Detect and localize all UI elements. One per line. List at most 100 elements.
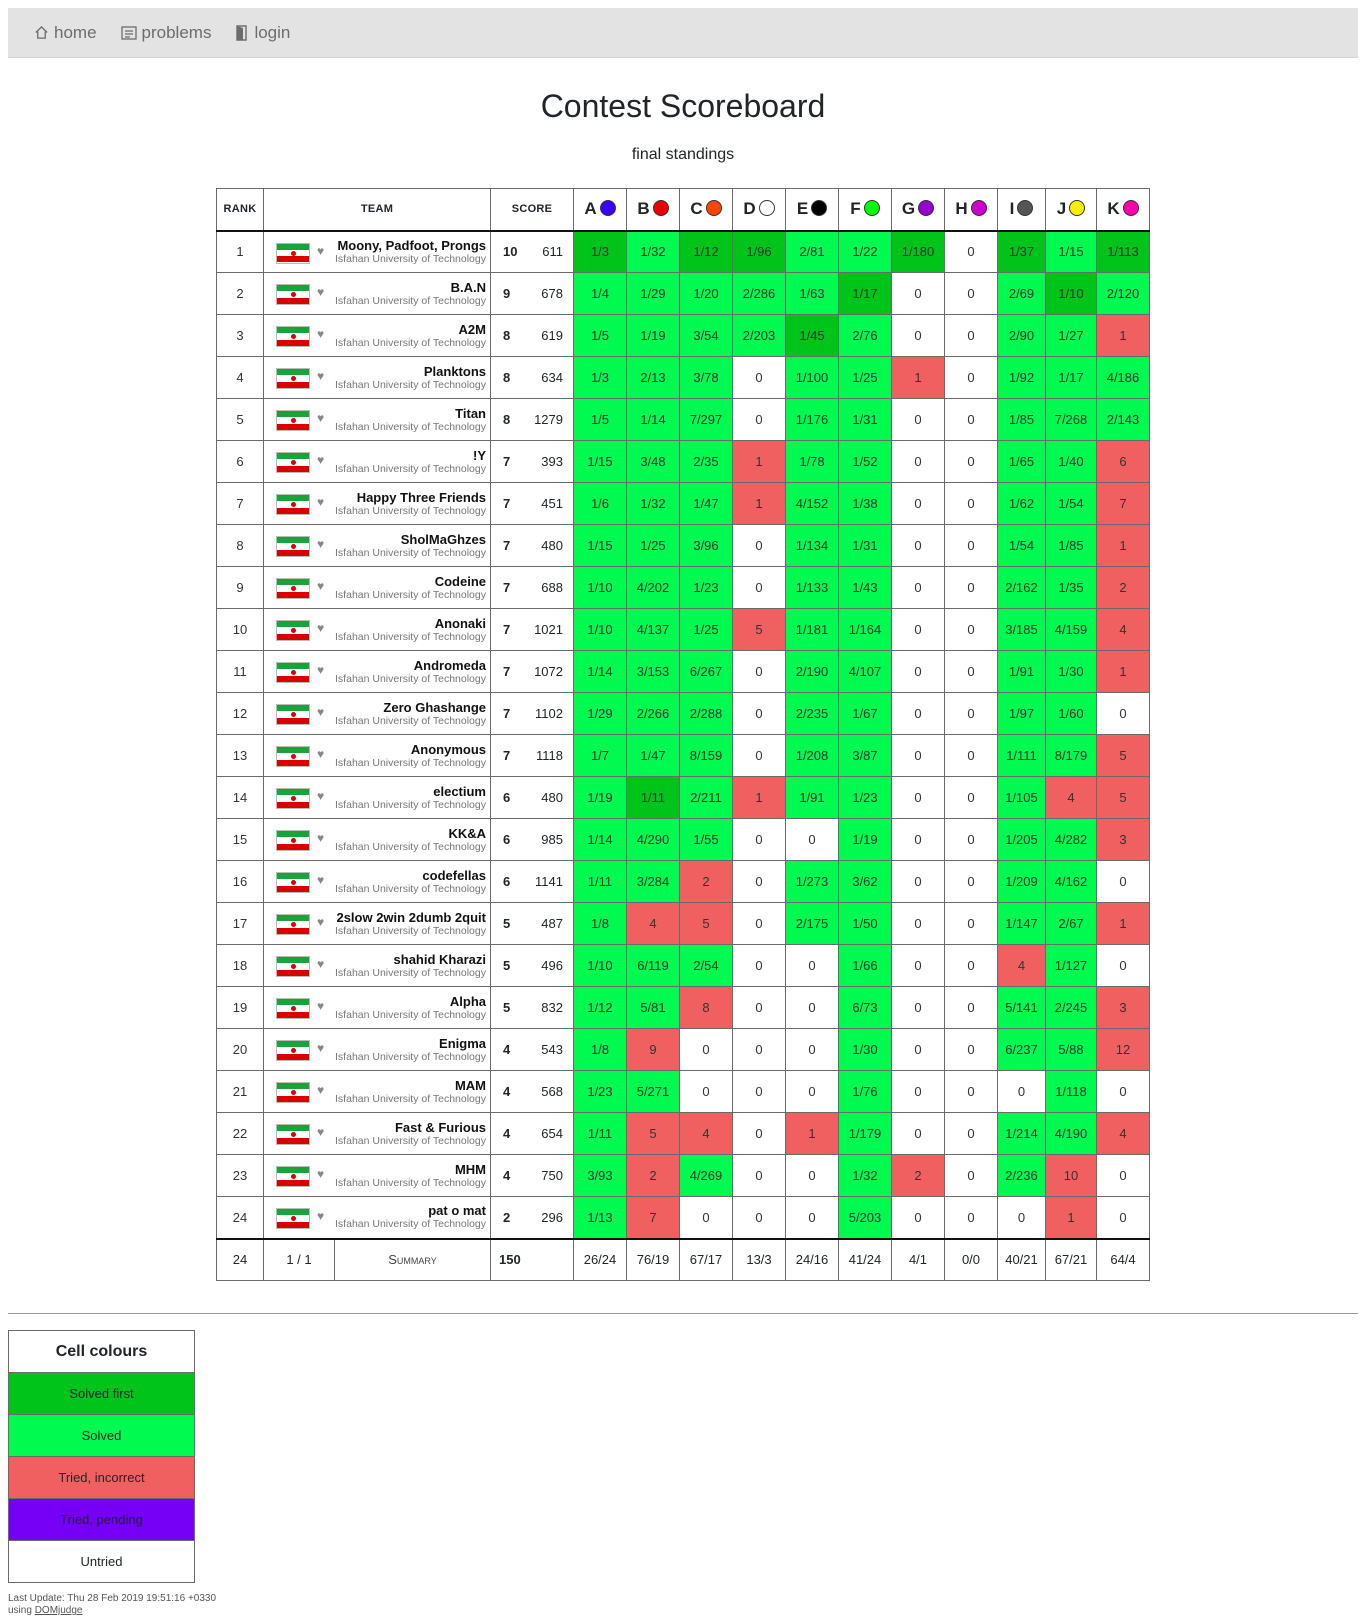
problem-cell-g[interactable]: 0 — [891, 398, 945, 441]
problem-cell-i[interactable]: 4 — [997, 944, 1046, 987]
problem-cell-k[interactable]: 2 — [1096, 566, 1150, 609]
problem-cell-j[interactable]: 1/40 — [1045, 440, 1097, 483]
favourite-heart-icon[interactable]: ♥ — [317, 285, 325, 299]
team-cell[interactable]: !Y Isfahan University of Technology — [334, 440, 491, 483]
problem-cell-c[interactable]: 4 — [679, 1112, 733, 1155]
team-cell[interactable]: 2slow 2win 2dumb 2quit Isfahan University… — [334, 902, 491, 945]
problem-cell-j[interactable]: 1/27 — [1045, 314, 1097, 357]
problem-cell-b[interactable]: 4/202 — [626, 566, 680, 609]
problem-cell-a[interactable]: 1/5 — [573, 314, 627, 357]
problem-cell-b[interactable]: 1/32 — [626, 482, 680, 525]
problem-cell-k[interactable]: 3 — [1096, 986, 1150, 1029]
team-row[interactable]: 8 ♥ SholMaGhzes Isfahan University of Techn… — [216, 524, 1150, 567]
problem-cell-d[interactable]: 0 — [732, 944, 786, 987]
problem-cell-k[interactable]: 1 — [1096, 902, 1150, 945]
problem-cell-d[interactable]: 0 — [732, 692, 786, 735]
team-row[interactable]: 3 ♥ A2M Isfahan University of Technology 8 61… — [216, 314, 1150, 357]
problem-cell-f[interactable]: 1/22 — [838, 230, 892, 273]
problem-cell-e[interactable]: 1/133 — [785, 566, 839, 609]
problem-cell-g[interactable]: 0 — [891, 1196, 945, 1239]
favourite-heart-icon[interactable]: ♥ — [317, 663, 325, 677]
problem-cell-a[interactable]: 1/8 — [573, 902, 627, 945]
problem-cell-c[interactable]: 4/269 — [679, 1154, 733, 1197]
problem-cell-k[interactable]: 3 — [1096, 818, 1150, 861]
problem-cell-h[interactable]: 0 — [944, 356, 998, 399]
problem-cell-k[interactable]: 5 — [1096, 734, 1150, 777]
problem-cell-k[interactable]: 0 — [1096, 860, 1150, 903]
problem-cell-e[interactable]: 1/63 — [785, 272, 839, 315]
problem-cell-k[interactable]: 1/113 — [1096, 230, 1150, 273]
problem-cell-f[interactable]: 5/203 — [838, 1196, 892, 1239]
nav-problems[interactable]: problems — [120, 23, 211, 43]
problem-cell-c[interactable]: 1/12 — [679, 230, 733, 273]
problem-header-h[interactable]: H — [944, 188, 998, 232]
problem-cell-d[interactable]: 0 — [732, 1070, 786, 1113]
problem-cell-b[interactable]: 3/153 — [626, 650, 680, 693]
problem-cell-d[interactable]: 0 — [732, 986, 786, 1029]
problem-cell-b[interactable]: 1/32 — [626, 230, 680, 273]
problem-cell-c[interactable]: 2/288 — [679, 692, 733, 735]
team-cell[interactable]: Alpha Isfahan University of Technology — [334, 986, 491, 1029]
problem-cell-c[interactable]: 6/267 — [679, 650, 733, 693]
problem-cell-h[interactable]: 0 — [944, 524, 998, 567]
problem-cell-f[interactable]: 1/31 — [838, 398, 892, 441]
problem-cell-b[interactable]: 5 — [626, 1112, 680, 1155]
problem-cell-a[interactable]: 1/6 — [573, 482, 627, 525]
problem-cell-g[interactable]: 0 — [891, 944, 945, 987]
problem-cell-h[interactable]: 0 — [944, 1112, 998, 1155]
problem-cell-e[interactable]: 1 — [785, 1112, 839, 1155]
problem-cell-i[interactable]: 1/209 — [997, 860, 1046, 903]
problem-cell-a[interactable]: 1/10 — [573, 566, 627, 609]
problem-cell-k[interactable]: 5 — [1096, 776, 1150, 819]
problem-cell-b[interactable]: 1/14 — [626, 398, 680, 441]
problem-cell-b[interactable]: 1/19 — [626, 314, 680, 357]
favourite-heart-icon[interactable]: ♥ — [317, 873, 325, 887]
problem-cell-j[interactable]: 2/245 — [1045, 986, 1097, 1029]
team-row[interactable]: 2 ♥ B.A.N Isfahan University of Technology 9… — [216, 272, 1150, 315]
problem-cell-g[interactable]: 0 — [891, 776, 945, 819]
problem-cell-h[interactable]: 0 — [944, 650, 998, 693]
problem-header-g[interactable]: G — [891, 188, 945, 232]
problem-cell-g[interactable]: 1 — [891, 356, 945, 399]
problem-cell-i[interactable]: 1/91 — [997, 650, 1046, 693]
team-row[interactable]: 1 ♥ Moony, Padfoot, Prongs Isfahan Universi… — [216, 230, 1150, 273]
problem-cell-f[interactable]: 1/76 — [838, 1070, 892, 1113]
team-cell[interactable]: electium Isfahan University of Technology — [334, 776, 491, 819]
problem-header-a[interactable]: A — [573, 188, 627, 232]
problem-cell-f[interactable]: 1/67 — [838, 692, 892, 735]
problem-cell-g[interactable]: 0 — [891, 566, 945, 609]
favourite-heart-icon[interactable]: ♥ — [317, 1083, 325, 1097]
problem-cell-g[interactable]: 0 — [891, 272, 945, 315]
problem-cell-i[interactable]: 1/85 — [997, 398, 1046, 441]
problem-cell-b[interactable]: 1/25 — [626, 524, 680, 567]
problem-cell-f[interactable]: 1/19 — [838, 818, 892, 861]
problem-header-b[interactable]: B — [626, 188, 680, 232]
problem-cell-d[interactable]: 0 — [732, 734, 786, 777]
problem-cell-a[interactable]: 3/93 — [573, 1154, 627, 1197]
problem-cell-h[interactable]: 0 — [944, 1028, 998, 1071]
problem-cell-k[interactable]: 1 — [1096, 650, 1150, 693]
problem-cell-h[interactable]: 0 — [944, 566, 998, 609]
problem-cell-a[interactable]: 1/11 — [573, 860, 627, 903]
problem-cell-g[interactable]: 0 — [891, 650, 945, 693]
problem-cell-i[interactable]: 1/37 — [997, 230, 1046, 273]
problem-cell-j[interactable]: 1/54 — [1045, 482, 1097, 525]
team-row[interactable]: 22 ♥ Fast & Furious Isfahan University of T… — [216, 1112, 1150, 1155]
favourite-heart-icon[interactable]: ♥ — [317, 411, 325, 425]
problem-cell-i[interactable]: 1/97 — [997, 692, 1046, 735]
problem-cell-d[interactable]: 0 — [732, 398, 786, 441]
problem-header-d[interactable]: D — [732, 188, 786, 232]
problem-cell-i[interactable]: 2/236 — [997, 1154, 1046, 1197]
problem-cell-b[interactable]: 2/13 — [626, 356, 680, 399]
favourite-heart-icon[interactable]: ♥ — [317, 957, 325, 971]
problem-cell-k[interactable]: 2/120 — [1096, 272, 1150, 315]
favourite-heart-icon[interactable]: ♥ — [317, 1209, 325, 1223]
problem-cell-e[interactable]: 0 — [785, 1028, 839, 1071]
problem-cell-a[interactable]: 1/10 — [573, 608, 627, 651]
problem-cell-f[interactable]: 6/73 — [838, 986, 892, 1029]
team-row[interactable]: 11 ♥ Andromeda Isfahan University of Techno… — [216, 650, 1150, 693]
problem-header-f[interactable]: F — [838, 188, 892, 232]
problem-cell-b[interactable]: 4 — [626, 902, 680, 945]
team-row[interactable]: 23 ♥ MHM Isfahan University of Technology 4 7… — [216, 1154, 1150, 1197]
problem-cell-j[interactable]: 10 — [1045, 1154, 1097, 1197]
